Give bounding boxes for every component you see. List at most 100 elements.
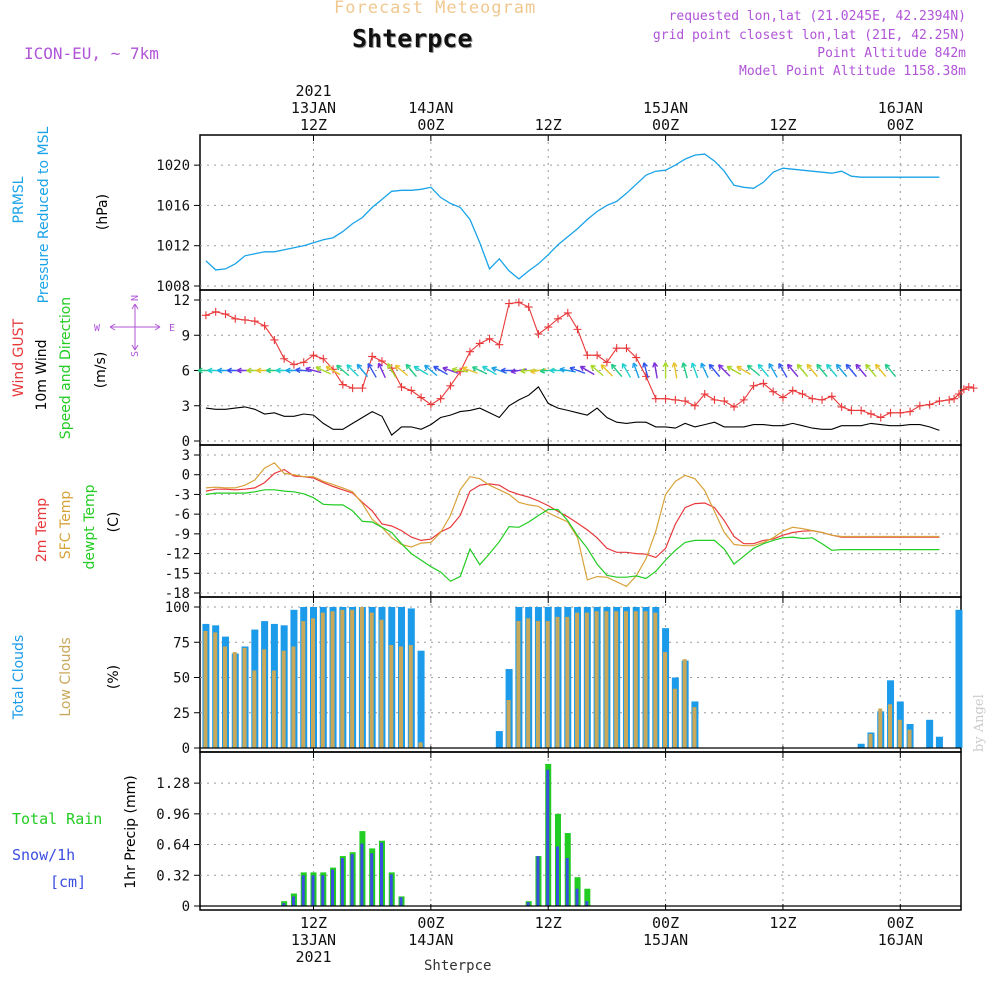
low-clouds-bar [897,719,902,748]
y-tick-label: -3 [173,487,190,503]
bottom-time-label: 12Z [535,914,562,932]
wind-arrow-head [520,367,526,374]
low-clouds-bar [222,646,227,748]
wind-arrow-shaft [653,362,658,379]
wind-direction-arrow [845,363,858,378]
wind-direction-arrow [736,365,752,376]
wind-gust-point [847,406,856,415]
wind-arrow-shaft [835,363,848,378]
wind-arrow-head [884,363,891,370]
y-tick-label: -15 [165,566,190,582]
wind-direction-arrow [662,362,669,379]
wind-arrow-head [816,363,822,370]
wind-arrow-shaft [787,363,799,378]
wind-direction-arrow [336,364,350,377]
model-point-altitude: Model Point Altitude 1158.38m [739,64,966,79]
wind-arrow-head [590,364,597,371]
wind-gust-point [593,351,602,360]
wind-gust-point [573,325,582,334]
wind-arrow-head [717,364,724,370]
low-clouds-bar [594,611,599,748]
wind-arrow-shaft [590,364,604,377]
snow-bar [379,842,383,906]
top-time-label: 00Z [417,116,444,134]
wind-arrow-head [295,367,301,374]
wind-arrow-shaft [472,366,488,375]
wind-gust-point [554,314,562,323]
wind-arrow-shaft [855,363,867,378]
top-time-label: 2021 [295,82,331,100]
wind-arrow-head [491,366,497,372]
wind-gust-point [954,390,963,398]
bottom-time-label: 00Z [887,914,914,932]
y-tick-label: 50 [173,671,190,687]
snow-bar [331,869,335,906]
temp-2m-title: 2m Temp [34,498,50,562]
low-clouds-bar [408,645,413,748]
low-clouds-bar [320,612,325,748]
wind-arrow-shaft [700,362,709,379]
wind-arrow-shaft [462,367,478,374]
wind-arrow-shaft [424,364,438,377]
wind-arrow-head [690,362,697,369]
wind-gust-point [959,385,968,394]
y-tick-label: 0 [182,434,190,450]
wind-gust-point [377,357,386,366]
pressure-title: PRMSL [11,176,27,223]
wind-arrow-head [778,362,784,369]
compass-rose [109,303,161,351]
y-tick-label: 75 [173,635,190,651]
wind-arrow-head [559,366,565,373]
low-clouds-bar [418,742,423,748]
wind-gust-point [495,340,504,349]
wind-arrow-shaft [747,364,761,377]
wind-arrow-head [217,367,223,374]
wind-arrow-head [285,367,291,374]
wind-arrow-head [632,362,638,369]
wind-gust-point [485,334,494,343]
wind-gust-point [289,360,298,369]
wind-gust-point [358,384,367,393]
low-clouds-bar [213,632,218,748]
wind-direction-arrow [590,364,604,377]
low-clouds-bar [545,621,550,748]
y-tick-label: -9 [173,527,190,543]
wind-arrow-shaft [736,365,752,376]
wind-arrow-head [367,362,373,369]
wind-direction-arrow [642,362,649,379]
low-clouds-bar [340,609,345,748]
wind-arrow-shaft [682,362,688,379]
wind-direction-arrow [835,363,848,378]
wind-gust-point [906,407,915,416]
low-clouds-bar [663,652,668,748]
wind-arrow-shaft [816,363,828,378]
y-tick-label: 1008 [156,279,190,295]
wind-gust-point [583,351,592,360]
wind-direction-arrow [826,363,838,378]
wind-gust-point [602,358,611,367]
wind-arrow-shaft [875,363,887,378]
wind-gust-point [319,354,328,363]
wind-direction-arrow [757,363,770,378]
total-clouds-bar [935,736,943,748]
wind-direction-arrow [746,364,761,377]
snow-bar [526,902,530,906]
low-clouds-bar [369,612,374,748]
wind-arrow-head [226,367,232,374]
wind-gust-point [896,408,905,417]
wind-gust-point [950,394,959,403]
wind-direction-arrow [367,362,377,378]
wind-arrow-head [726,365,733,372]
low-clouds-bar [604,611,609,748]
wind-arrow-head [336,364,342,371]
credit-label: by Angel [972,694,987,752]
compass-west: W [94,323,101,334]
total-clouds-bar [495,731,503,748]
low-clouds-bar [555,616,560,748]
wind-arrow-head [569,366,576,372]
wind-gust-point [250,317,259,326]
wind-arrow-head [424,364,430,371]
wind-arrow-shaft [305,367,322,374]
wind-arrow-shaft [757,363,770,378]
wind-arrow-head [874,363,881,370]
